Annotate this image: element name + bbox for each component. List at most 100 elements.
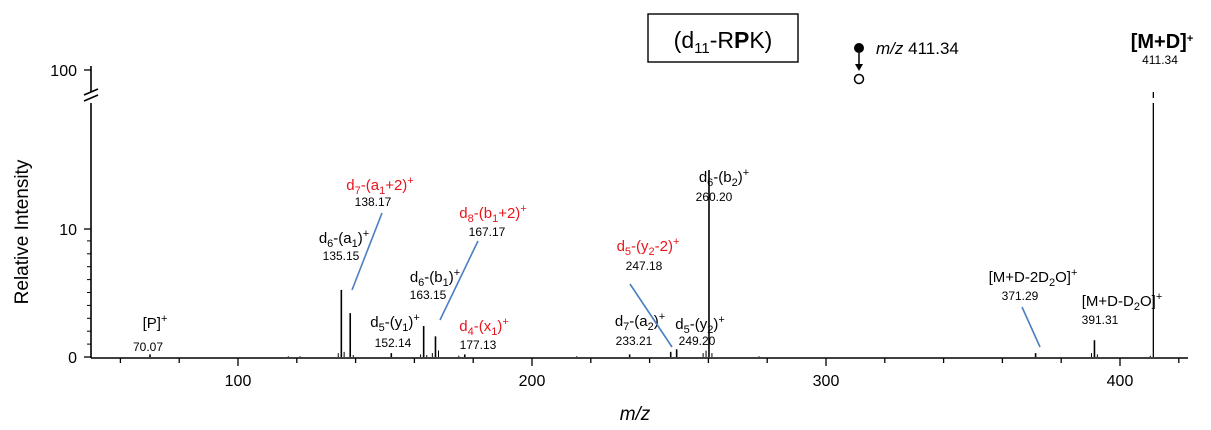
ion-text: )	[408, 314, 413, 331]
x-tick-label: 200	[519, 373, 546, 390]
ion-subscript: 2	[732, 177, 738, 189]
ion-text: d	[699, 169, 707, 186]
ion-label: d6-(b2)+	[699, 167, 749, 189]
ion-label: d5-(y2-2)+	[617, 236, 680, 258]
peak-mz-label: 167.17	[469, 225, 506, 239]
ion-text: +2)	[385, 177, 407, 194]
ion-label: d5-(y2)+	[675, 314, 725, 336]
ion-label: d4-(x1)+	[459, 316, 509, 338]
ion-text: +2)	[498, 205, 520, 222]
ion-text: )	[449, 269, 454, 286]
peak-mz-label: 249.20	[679, 334, 716, 348]
ion-subscript: 2	[707, 324, 713, 336]
charge-superscript: +	[413, 312, 419, 324]
peak-mz-label: 138.17	[355, 195, 392, 209]
charge-superscript: +	[520, 203, 526, 215]
ion-text: -(y	[690, 316, 708, 333]
ion-text: -(y	[385, 314, 403, 331]
y-tick-label: 10	[59, 222, 77, 239]
ion-text: d	[617, 238, 625, 255]
precursor-filled-circle-icon	[854, 43, 864, 53]
y-tick-label: 0	[68, 350, 77, 367]
ion-text: d	[459, 318, 467, 335]
y-axis-title: Relative Intensity	[12, 159, 33, 304]
title-subscript: 11	[694, 40, 710, 57]
ion-label: d7-(a2)+	[615, 311, 665, 333]
charge-superscript: +	[407, 175, 413, 187]
ion-text: [M+D]	[1131, 31, 1187, 53]
charge-superscript: +	[659, 311, 665, 323]
peak-mz-label: 177.13	[460, 338, 497, 352]
ion-text: O]	[1055, 269, 1071, 286]
ion-text: d	[346, 177, 354, 194]
leader-line	[351, 212, 383, 291]
peak-mz-label: 135.15	[323, 249, 360, 263]
ion-label: d5-(y1)+	[370, 312, 420, 334]
ion-subscript: 7	[355, 185, 361, 197]
precursor-arrowhead-icon	[855, 64, 863, 71]
ion-text: )	[358, 230, 363, 247]
leader-line	[1021, 306, 1041, 348]
precursor-note-value: 411.34	[903, 39, 958, 58]
ion-subscript: 1	[379, 185, 385, 197]
ion-text: d	[459, 205, 467, 222]
ion-text: d	[370, 314, 378, 331]
x-axis-title: m/z	[620, 404, 651, 425]
charge-superscript: +	[161, 313, 167, 325]
ion-text: [M+D-2D	[989, 269, 1050, 286]
ion-subscript: 6	[418, 277, 424, 289]
ion-label: [M+D-2D2O]+	[989, 267, 1078, 289]
ion-subscript: 1	[352, 238, 358, 250]
ion-subscript: 4	[468, 326, 474, 338]
peak-mz-label: 70.07	[133, 340, 163, 354]
ion-subscript: 2	[1134, 301, 1140, 313]
ion-text: -(a	[629, 313, 648, 330]
leader-line	[439, 240, 479, 321]
peak-labels: [P]+70.07d6-(a1)+135.15d7-(a1+2)+138.17d…	[133, 31, 1193, 354]
ion-text: d	[615, 313, 623, 330]
ion-text: [P]	[143, 315, 161, 332]
ion-label: [M+D]+	[1131, 31, 1194, 53]
title-box	[647, 13, 799, 63]
peak-series	[149, 92, 1154, 357]
peak-mz-label: 233.21	[616, 334, 653, 348]
x-tick-label: 400	[1107, 373, 1134, 390]
ion-text: -(x	[474, 318, 492, 335]
ion-subscript: 2	[648, 321, 654, 333]
title-bold-residue: P	[734, 27, 749, 53]
precursor-open-circle-icon	[853, 73, 865, 85]
charge-superscript: +	[363, 228, 369, 240]
ion-subscript: 5	[379, 322, 385, 334]
peak-mz-label: 260.20	[696, 190, 733, 204]
ion-label: [P]+	[143, 313, 168, 332]
charge-superscript: +	[718, 314, 724, 326]
chart-title: (d11-RPK)	[674, 27, 773, 57]
ion-subscript: 6	[707, 177, 713, 189]
charge-superscript: +	[673, 236, 679, 248]
ion-text: -2)	[655, 238, 673, 255]
y-axis-break-mark	[83, 88, 99, 96]
ion-subscript: 2	[649, 246, 655, 258]
ion-subscript: 5	[625, 246, 631, 258]
title-text: K)	[749, 27, 772, 53]
x-tick-label: 300	[813, 373, 840, 390]
peak-mz-label: 163.15	[410, 288, 447, 302]
ion-text: -(a	[361, 177, 380, 194]
leader-line	[629, 283, 673, 348]
precursor-note-unit: m/z	[876, 39, 904, 58]
title-text: (d	[674, 27, 694, 53]
ion-text: )	[654, 313, 659, 330]
charge-superscript: +	[1156, 291, 1162, 303]
charge-superscript: +	[1071, 267, 1077, 279]
peak-mz-label: 391.31	[1082, 313, 1119, 327]
ion-text: )	[713, 316, 718, 333]
ion-subscript: 2	[1049, 277, 1055, 289]
peak-mz-label: 152.14	[375, 336, 412, 350]
charge-superscript: +	[454, 267, 460, 279]
charge-superscript: +	[502, 316, 508, 328]
ion-label: d6-(b1)+	[410, 267, 460, 289]
ion-subscript: 7	[623, 321, 629, 333]
y-axis-break-mark	[83, 94, 99, 102]
ion-text: d	[675, 316, 683, 333]
